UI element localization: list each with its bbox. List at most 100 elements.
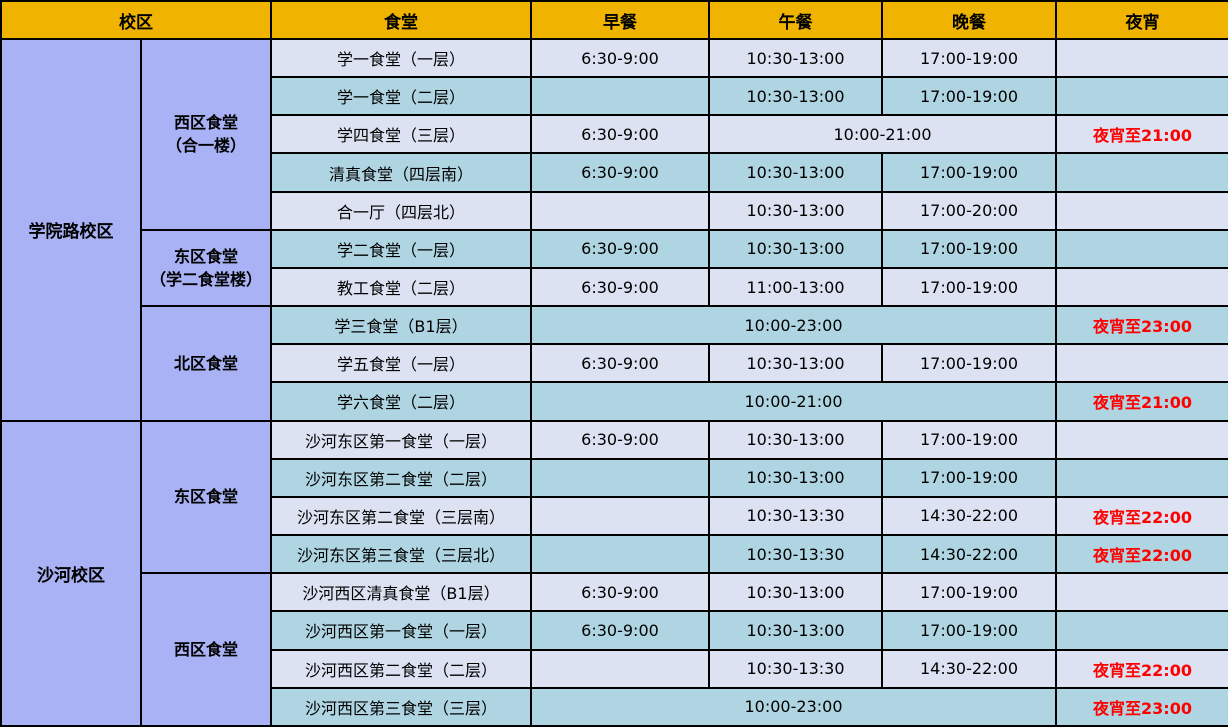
meal-time-cell: 6:30-9:00: [530, 114, 710, 155]
area-cell: 东区食堂: [140, 419, 272, 575]
late-night-cell: 夜宵至22:00: [1055, 534, 1228, 575]
meal-time-cell: [1055, 37, 1228, 79]
meal-time-cell: 10:00-23:00: [530, 305, 1057, 346]
meal-time-cell: 11:00-13:00: [708, 266, 883, 308]
hall-name-cell: 学六食堂（二层）: [270, 381, 532, 422]
table-row: 合一厅（四层北） 10:30-13:00 17:00-20:00: [1, 190, 1228, 231]
meal-time-cell: [1055, 266, 1228, 308]
meal-time-cell: 10:00-21:00: [708, 114, 1057, 155]
meal-time-cell: 10:30-13:30: [708, 648, 883, 689]
meal-time-cell: 6:30-9:00: [530, 572, 710, 613]
table-row: 教工食堂（二层） 6:30-9:00 11:00-13:00 17:00-19:00: [1, 266, 1228, 308]
table-row: 沙河校区 东区食堂 沙河东区第一食堂（一层） 6:30-9:00 10:30-13:00…: [0, 419, 1228, 727]
hall-name-cell: 沙河西区第一食堂（一层）: [270, 610, 532, 651]
meal-time-cell: 17:00-19:00: [881, 343, 1057, 384]
table-row: 沙河西区第三食堂（三层） 10:00-23:00 夜宵至23:00: [1, 686, 1228, 727]
area-cell: 西区食堂 （合一楼）: [140, 38, 272, 231]
meal-time-cell: [530, 534, 710, 575]
meal-time-cell: 10:30-13:00: [708, 228, 883, 269]
hall-name-cell: 合一厅（四层北）: [270, 190, 532, 231]
meal-time-cell: 6:30-9:00: [530, 419, 710, 460]
table-row: 学四食堂（三层） 6:30-9:00 10:00-21:00 夜宵至21:00: [1, 114, 1228, 155]
meal-time-cell: 6:30-9:00: [530, 266, 710, 308]
hall-name-cell: 沙河东区第二食堂（二层）: [270, 457, 532, 498]
hall-name-cell: 沙河东区第一食堂（一层）: [270, 419, 532, 460]
meal-time-cell: 6:30-9:00: [530, 228, 710, 269]
table-row: 北区食堂 学三食堂（B1层） 10:00-23:00 夜宵至23:00: [1, 305, 1228, 422]
meal-time-cell: 10:30-13:00: [708, 190, 883, 231]
meal-time-cell: 10:30-13:00: [708, 419, 883, 460]
meal-time-cell: 6:30-9:00: [530, 37, 710, 79]
table-body: 学院路校区 西区食堂 （合一楼） 学一食堂（一层） 6:30-9:00 10:30-13…: [0, 37, 1228, 727]
hall-name-cell: 沙河西区第二食堂（二层）: [270, 648, 532, 689]
meal-time-cell: [530, 648, 710, 689]
meal-time-cell: 6:30-9:00: [530, 152, 710, 193]
meal-time-cell: 17:00-19:00: [881, 572, 1057, 613]
hall-name-cell: 学五食堂（一层）: [270, 343, 532, 384]
meal-time-cell: 17:00-19:00: [881, 266, 1057, 308]
header-campus: 校区: [0, 0, 272, 40]
late-night-cell: 夜宵至21:00: [1055, 381, 1228, 422]
meal-time-cell: 10:30-13:00: [708, 37, 883, 79]
table-row: 学六食堂（二层） 10:00-21:00 夜宵至21:00: [1, 381, 1228, 422]
table-row: 学五食堂（一层） 6:30-9:00 10:30-13:00 17:00-19:00: [1, 343, 1228, 384]
header-lunch: 午餐: [708, 0, 883, 40]
campus-cell: 学院路校区: [0, 38, 142, 422]
table-row: 沙河东区第二食堂（三层南） 10:30-13:30 14:30-22:00 夜宵至22…: [1, 495, 1228, 537]
meal-time-cell: [530, 76, 710, 117]
hall-name-cell: 学三食堂（B1层）: [270, 305, 532, 346]
meal-time-cell: 14:30-22:00: [881, 534, 1057, 575]
meal-time-cell: 10:00-23:00: [530, 686, 1057, 727]
meal-time-cell: 17:00-20:00: [881, 190, 1057, 231]
meal-time-cell: [1055, 610, 1228, 651]
header-canteen: 食堂: [270, 0, 532, 40]
hall-name-cell: 学一食堂（二层）: [270, 76, 532, 117]
late-night-cell: 夜宵至21:00: [1055, 114, 1228, 155]
hall-name-cell: 沙河西区清真食堂（B1层）: [270, 572, 532, 613]
late-night-cell: 夜宵至23:00: [1055, 305, 1228, 346]
meal-time-cell: 17:00-19:00: [881, 228, 1057, 269]
table-row: 西区食堂 沙河西区清真食堂（B1层） 6:30-9:00 10:30-13:00 17:…: [1, 572, 1228, 727]
table-row: 沙河西区第一食堂（一层） 6:30-9:00 10:30-13:00 17:00-19…: [1, 610, 1228, 651]
late-night-cell: 夜宵至22:00: [1055, 495, 1228, 537]
meal-time-cell: 17:00-19:00: [881, 419, 1057, 460]
area-cell: 北区食堂: [140, 305, 272, 422]
meal-time-cell: [530, 190, 710, 231]
hall-name-cell: 清真食堂（四层南）: [270, 152, 532, 193]
meal-time-cell: [1055, 419, 1228, 460]
meal-time-cell: 10:30-13:00: [708, 610, 883, 651]
meal-time-cell: [1055, 76, 1228, 117]
area-cell: 西区食堂: [140, 572, 272, 727]
meal-time-cell: 17:00-19:00: [881, 457, 1057, 498]
meal-time-cell: 17:00-19:00: [881, 152, 1057, 193]
hall-name-cell: 教工食堂（二层）: [270, 266, 532, 308]
meal-time-cell: [530, 495, 710, 537]
table-row: 沙河西区第二食堂（二层） 10:30-13:30 14:30-22:00 夜宵至22:…: [1, 648, 1228, 689]
meal-time-cell: [1055, 457, 1228, 498]
meal-time-cell: 14:30-22:00: [881, 648, 1057, 689]
table-row: 学一食堂（二层） 10:30-13:00 17:00-19:00: [1, 76, 1228, 117]
table-row: 东区食堂 （学二食堂楼） 学二食堂（一层） 6:30-9:00 10:30-13:00…: [1, 228, 1228, 308]
meal-time-cell: 10:30-13:30: [708, 534, 883, 575]
table-row: 清真食堂（四层南） 6:30-9:00 10:30-13:00 17:00-19:00: [1, 152, 1228, 193]
table-row: 沙河东区第二食堂（二层） 10:30-13:00 17:00-19:00: [1, 457, 1228, 498]
late-night-cell: 夜宵至23:00: [1055, 686, 1228, 727]
header-row: 校区 食堂 早餐 午餐 晚餐 夜宵: [0, 0, 1228, 40]
meal-time-cell: 6:30-9:00: [530, 610, 710, 651]
meal-time-cell: [1055, 572, 1228, 613]
meal-time-cell: [1055, 228, 1228, 269]
header-late-night: 夜宵: [1055, 0, 1228, 40]
meal-time-cell: 10:30-13:00: [708, 572, 883, 613]
header-breakfast: 早餐: [530, 0, 710, 40]
meal-time-cell: 10:30-13:00: [708, 343, 883, 384]
area-cell: 东区食堂 （学二食堂楼）: [140, 228, 272, 308]
meal-time-cell: [1055, 152, 1228, 193]
hall-name-cell: 沙河西区第三食堂（三层）: [270, 686, 532, 727]
meal-time-cell: 6:30-9:00: [530, 343, 710, 384]
hall-name-cell: 学二食堂（一层）: [270, 228, 532, 269]
hall-name-cell: 学一食堂（一层）: [270, 37, 532, 79]
meal-time-cell: [530, 457, 710, 498]
hall-name-cell: 学四食堂（三层）: [270, 114, 532, 155]
meal-time-cell: 14:30-22:00: [881, 495, 1057, 537]
